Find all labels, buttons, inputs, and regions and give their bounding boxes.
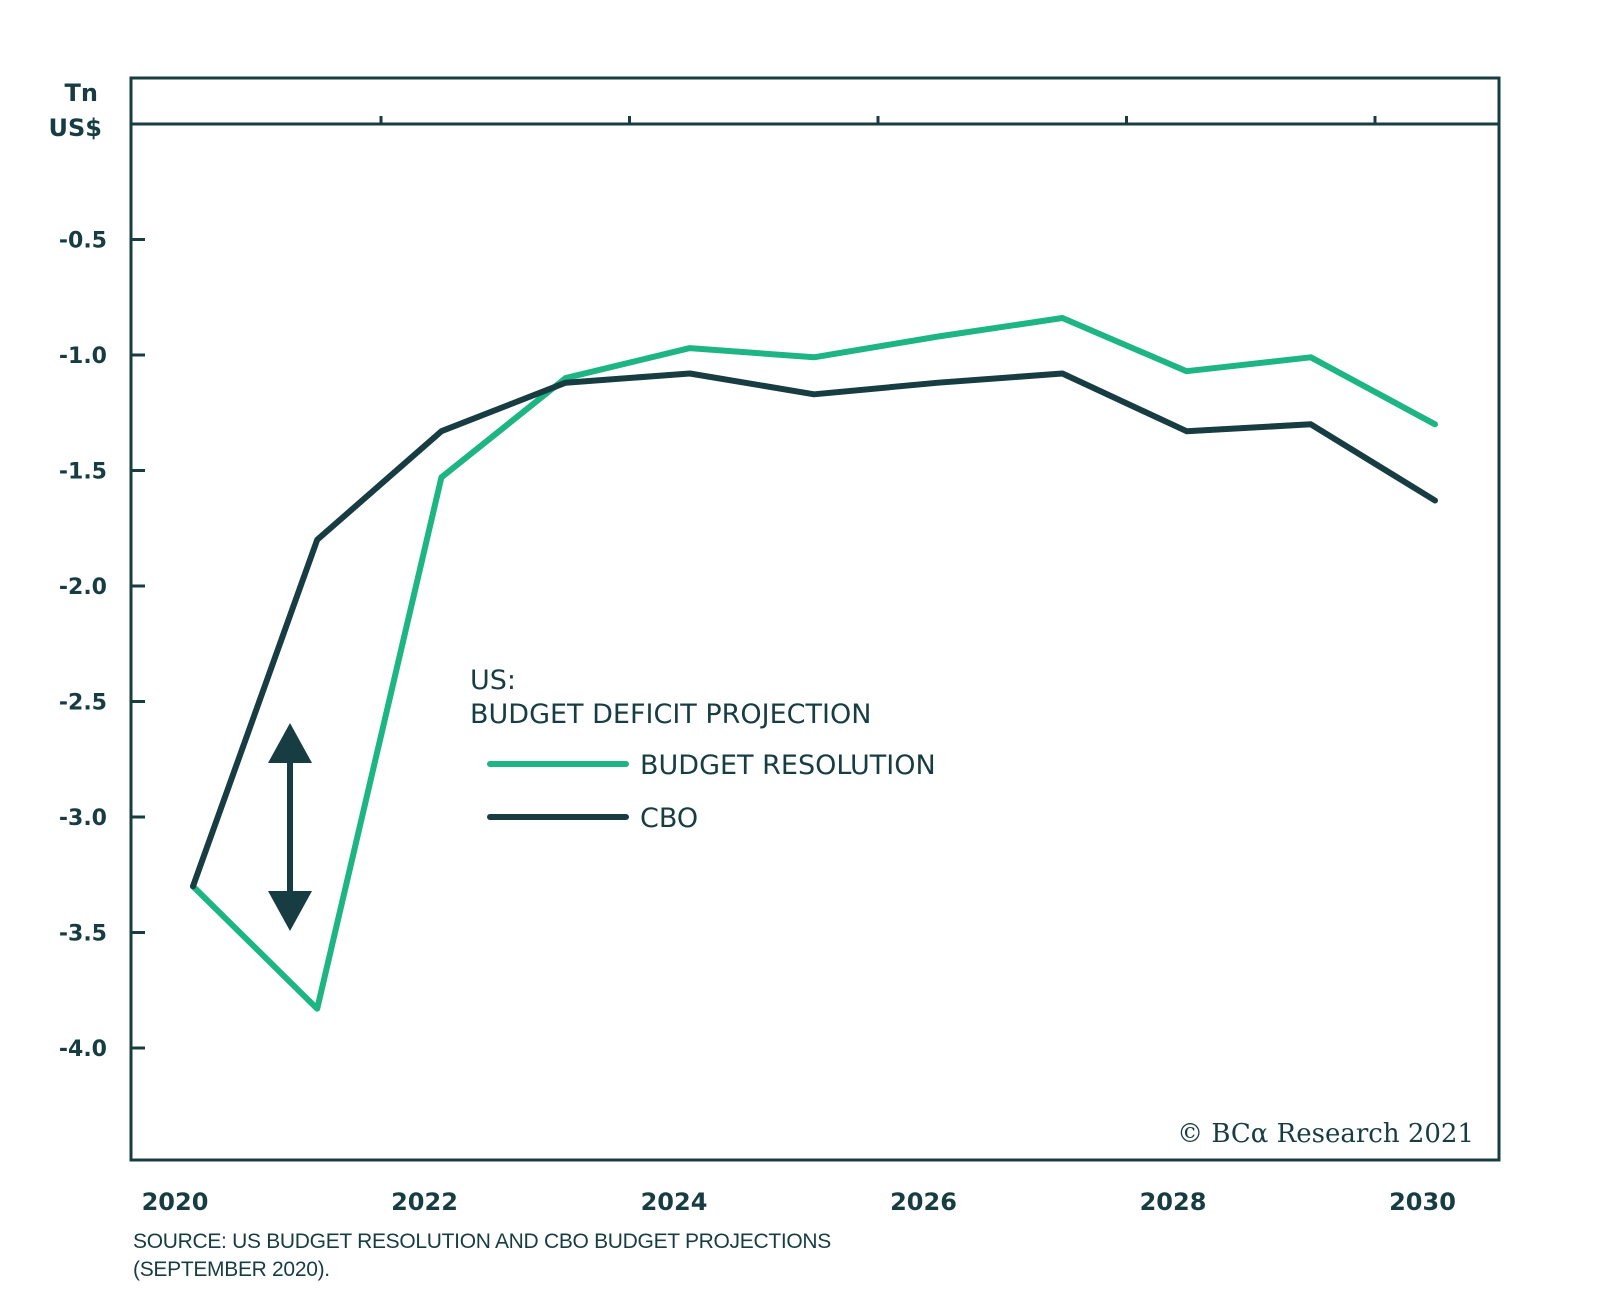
y-tick-label: -4.0 [59,1037,107,1062]
arrow-head-down [268,891,312,931]
source-note-line2: (SEPTEMBER 2020). [133,1258,330,1281]
legend-title-line2: BUDGET DEFICIT PROJECTION [470,699,871,730]
x-tick-labels: 2020 2022 2024 2026 2028 2030 [142,1188,1456,1216]
watermark: © BCα Research 2021 [1177,1119,1474,1149]
y-ticks [131,238,145,1050]
legend-label-budget-resolution: BUDGET RESOLUTION [640,750,936,781]
x-ticks [379,116,1377,124]
x-tick-label: 2024 [641,1188,708,1216]
legend-title-line1: US: [470,665,516,696]
legend: US: BUDGET DEFICIT PROJECTION BUDGET RES… [470,665,936,834]
y-tick-label: -3.0 [59,806,107,831]
y-unit-label-tn: Tn [65,79,98,107]
y-tick-label: -1.5 [59,460,107,485]
x-tick-label: 2030 [1389,1188,1456,1216]
legend-label-cbo: CBO [640,803,698,834]
series-line-budget-resolution [190,315,1438,1012]
y-unit-label-usd: US$ [49,114,102,142]
series-group [190,315,1438,1012]
x-tick-label: 2022 [391,1188,458,1216]
y-tick-label: -2.0 [59,575,107,600]
plot-frame [129,76,1501,1162]
x-tick-label: 2020 [142,1188,209,1216]
y-tick-label: -0.5 [59,229,107,254]
y-tick-labels: -0.5 -1.0 -1.5 -2.0 -2.5 -3.0 -3.5 -4.0 [59,229,107,1063]
source-note-line1: SOURCE: US BUDGET RESOLUTION AND CBO BUD… [133,1230,831,1253]
x-tick-label: 2026 [890,1188,957,1216]
y-tick-label: -2.5 [59,691,107,716]
series-line-cbo [190,370,1438,890]
x-tick-label: 2028 [1140,1188,1207,1216]
double-arrow-annotation [268,723,312,931]
arrow-head-up [268,723,312,763]
y-tick-label: -1.0 [59,344,107,369]
y-tick-label: -3.5 [59,922,107,947]
